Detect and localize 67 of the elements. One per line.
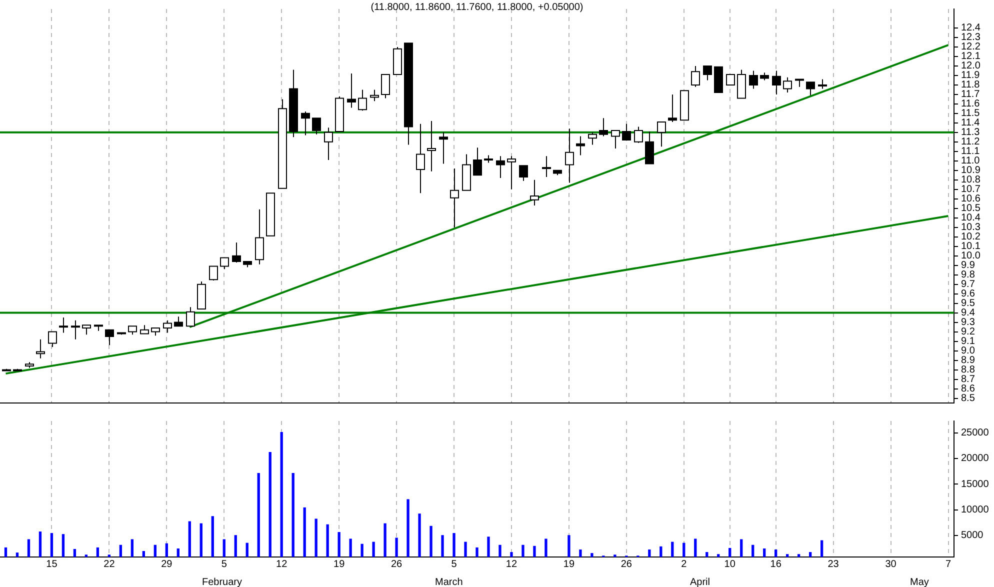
y-tick-label: 11.2 bbox=[961, 136, 980, 148]
x-tick-label: 12 bbox=[506, 558, 518, 570]
x-tick-label: 5 bbox=[451, 558, 458, 570]
y-tick-label: 10.3 bbox=[961, 222, 981, 234]
y-tick-label: 11.3 bbox=[961, 127, 980, 138]
x-tick-label: 10 bbox=[724, 558, 736, 570]
y-tick-label: 10.9 bbox=[961, 165, 981, 176]
y-tick-label: 9.4 bbox=[961, 308, 976, 319]
y-tick-label: 8.9 bbox=[961, 355, 976, 366]
y-tick-label: 12.3 bbox=[961, 32, 981, 44]
x-tick-label: 30 bbox=[885, 558, 897, 570]
y-tick-label: 10.7 bbox=[961, 184, 981, 196]
y-tick-label: 12.2 bbox=[961, 42, 981, 53]
y-tick-label: 10.6 bbox=[961, 194, 981, 205]
y-tick-label: 9.3 bbox=[961, 317, 976, 328]
y-tick-label: 9.0 bbox=[961, 346, 976, 357]
y-tick-label: 9.8 bbox=[961, 270, 976, 281]
x-tick-label: 15 bbox=[46, 558, 58, 570]
text: May bbox=[910, 576, 929, 587]
y-tick-label: 12.0 bbox=[961, 60, 981, 72]
x-tick-label: 5 bbox=[221, 558, 228, 570]
y-tick-label: 8.7 bbox=[961, 374, 976, 386]
y-tick-label: 15000 bbox=[961, 478, 990, 490]
text: April bbox=[690, 576, 710, 587]
x-tick-label: 26 bbox=[620, 558, 632, 570]
y-tick-label: 11.8 bbox=[961, 80, 980, 91]
y-tick-label: 10.4 bbox=[961, 212, 981, 224]
y-tick-label: 9.7 bbox=[961, 279, 976, 290]
x-tick-label: 7 bbox=[945, 558, 952, 570]
x-tick-label: 26 bbox=[390, 558, 403, 570]
y-tick-label: 11.7 bbox=[961, 89, 980, 100]
y-tick-label: 8.8 bbox=[961, 364, 976, 376]
x-tick-label: 19 bbox=[563, 558, 575, 570]
x-tick-label: 19 bbox=[334, 558, 346, 570]
y-tick-label: 8.5 bbox=[961, 393, 976, 404]
y-tick-label: 10000 bbox=[961, 504, 990, 516]
y-tick-label: 10.2 bbox=[961, 232, 981, 243]
y-tick-label: 12.4 bbox=[961, 22, 981, 34]
y-tick-label: 9.5 bbox=[961, 298, 976, 310]
y-tick-label: 10.0 bbox=[961, 250, 981, 262]
text: February bbox=[202, 576, 242, 587]
y-tick-label: 11.6 bbox=[961, 98, 980, 110]
y-tick-label: 20000 bbox=[961, 453, 990, 464]
x-tick-label: 16 bbox=[770, 558, 782, 570]
y-tick-label: 10.1 bbox=[961, 241, 981, 252]
chart-title: (11.8000, 11.8600, 11.7600, 11.8000, +0.05000) bbox=[370, 2, 584, 13]
text: March bbox=[435, 576, 463, 587]
y-tick-label: 9.6 bbox=[961, 288, 976, 300]
x-tick-label: 2 bbox=[681, 558, 688, 570]
x-tick-label: 22 bbox=[104, 558, 116, 570]
y-tick-label: 11.1 bbox=[961, 146, 980, 158]
y-tick-label: 11.0 bbox=[961, 156, 980, 167]
y-tick-label: 9.9 bbox=[961, 260, 976, 272]
x-tick-label: 23 bbox=[828, 558, 840, 570]
y-tick-label: 10.8 bbox=[961, 174, 981, 186]
y-tick-label: 11.9 bbox=[961, 70, 980, 82]
y-tick-label: 9.1 bbox=[961, 336, 976, 348]
y-tick-label: 5000 bbox=[961, 530, 984, 542]
x-tick-label: 12 bbox=[276, 558, 288, 570]
y-tick-label: 12.1 bbox=[961, 51, 981, 62]
y-tick-label: 9.2 bbox=[961, 326, 976, 338]
y-tick-label: 10.5 bbox=[961, 203, 981, 214]
y-tick-label: 11.4 bbox=[961, 118, 980, 129]
y-tick-label: 25000 bbox=[961, 428, 990, 439]
y-tick-label: 8.6 bbox=[961, 384, 976, 395]
x-tick-label: 29 bbox=[161, 558, 173, 570]
y-tick-label: 11.5 bbox=[961, 108, 980, 120]
